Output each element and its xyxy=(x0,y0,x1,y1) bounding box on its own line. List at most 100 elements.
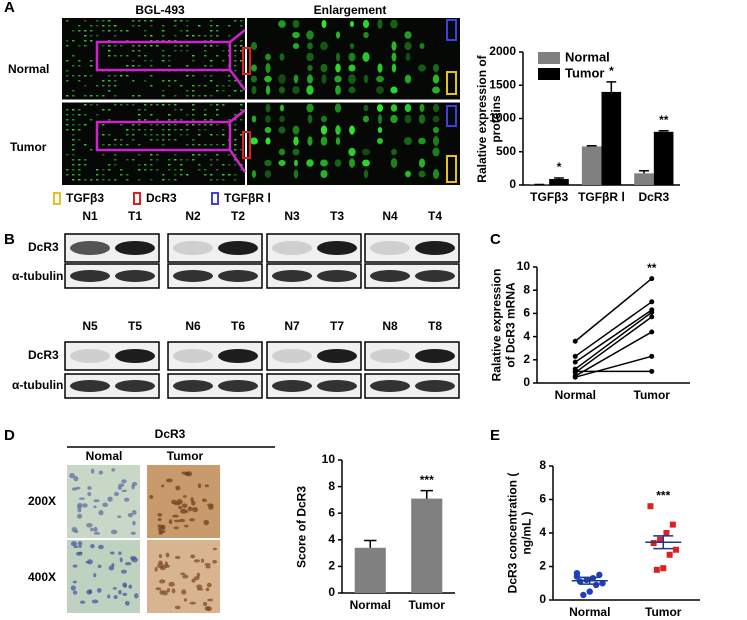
spot xyxy=(78,75,81,77)
spot xyxy=(335,63,341,73)
nucleus xyxy=(196,588,204,591)
spot xyxy=(66,109,69,111)
spot xyxy=(174,50,177,52)
spot xyxy=(174,124,177,126)
spot xyxy=(72,65,75,67)
spot xyxy=(174,139,177,141)
spot xyxy=(180,159,183,161)
spot xyxy=(120,144,123,146)
spot xyxy=(162,30,165,32)
spot xyxy=(279,104,285,112)
spot xyxy=(138,65,141,67)
spot xyxy=(138,95,141,97)
point xyxy=(660,565,667,572)
spot xyxy=(307,114,313,124)
spot xyxy=(186,45,189,47)
spot xyxy=(144,164,147,166)
spot xyxy=(320,115,328,123)
lane-label: T1 xyxy=(128,209,142,223)
band xyxy=(272,241,312,255)
spot xyxy=(168,129,171,131)
nucleus xyxy=(178,518,186,523)
spot xyxy=(132,159,135,161)
lane-label: T7 xyxy=(330,319,344,333)
band xyxy=(370,270,410,282)
nucleus xyxy=(181,471,189,475)
lane-label: N8 xyxy=(382,319,398,333)
spot xyxy=(66,169,69,171)
y-tick-label: 0 xyxy=(509,177,516,191)
spot xyxy=(138,144,141,146)
nucleus xyxy=(184,524,189,528)
spot xyxy=(132,20,135,22)
spot xyxy=(234,55,237,57)
band xyxy=(70,349,110,363)
spot xyxy=(204,95,207,97)
spot xyxy=(90,95,93,97)
nucleus xyxy=(207,598,214,602)
spot xyxy=(72,174,75,176)
spot xyxy=(90,149,93,151)
spot xyxy=(234,129,237,131)
spot xyxy=(222,164,225,166)
spot xyxy=(66,70,69,72)
nucleus xyxy=(72,590,78,595)
spot xyxy=(156,139,159,141)
spot xyxy=(204,124,207,126)
nucleus xyxy=(180,508,187,514)
spot xyxy=(334,159,342,167)
point xyxy=(589,575,597,582)
spot xyxy=(348,86,356,94)
spot xyxy=(265,63,271,73)
legend-label: TGFβR Ⅰ xyxy=(224,191,271,205)
nucleus xyxy=(192,507,199,513)
nucleus xyxy=(158,554,162,559)
spot xyxy=(307,42,313,50)
spot xyxy=(391,41,397,51)
spot xyxy=(404,31,412,39)
nucleus xyxy=(206,582,212,588)
spot xyxy=(240,60,243,62)
nucleus xyxy=(124,562,132,566)
spot xyxy=(265,103,271,113)
spot xyxy=(66,75,69,77)
nucleus xyxy=(77,513,83,519)
spot xyxy=(120,139,123,141)
point xyxy=(649,314,655,320)
spot xyxy=(66,174,69,176)
band xyxy=(317,270,357,282)
spot xyxy=(320,170,328,178)
spot xyxy=(192,85,195,87)
spot xyxy=(306,30,314,40)
spot xyxy=(180,119,183,121)
spot xyxy=(240,25,243,27)
spot xyxy=(234,149,237,151)
spot xyxy=(72,149,75,151)
spot xyxy=(108,50,111,52)
nucleus xyxy=(182,495,187,498)
spot xyxy=(84,114,87,116)
spot xyxy=(180,45,183,47)
y-axis-label: Ralative expression of DcR3 mRNA xyxy=(489,268,517,382)
point xyxy=(586,588,593,595)
spot xyxy=(250,42,258,50)
nucleus xyxy=(161,524,166,530)
spot xyxy=(418,158,426,168)
spot xyxy=(114,95,117,97)
nucleus xyxy=(159,579,166,584)
spot xyxy=(150,65,153,67)
significance: ** xyxy=(647,261,657,275)
spot xyxy=(156,104,159,106)
spot xyxy=(168,55,171,57)
spot xyxy=(335,125,341,135)
spot xyxy=(264,126,272,134)
spot xyxy=(168,119,171,121)
spot xyxy=(168,80,171,82)
spot xyxy=(198,129,201,131)
point xyxy=(649,309,655,315)
spot xyxy=(377,114,383,124)
y-tick-label: 0 xyxy=(328,585,335,599)
spot xyxy=(168,159,171,161)
band xyxy=(272,380,312,392)
spot xyxy=(192,124,195,126)
